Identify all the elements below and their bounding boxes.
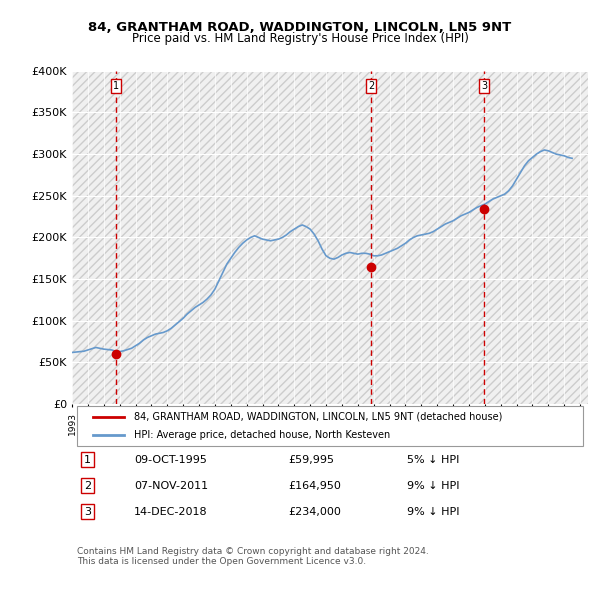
Text: 84, GRANTHAM ROAD, WADDINGTON, LINCOLN, LN5 9NT: 84, GRANTHAM ROAD, WADDINGTON, LINCOLN, …	[88, 21, 512, 34]
Text: 3: 3	[481, 81, 487, 91]
Text: 2: 2	[84, 481, 91, 491]
Text: £164,950: £164,950	[289, 481, 341, 491]
Text: 14-DEC-2018: 14-DEC-2018	[134, 507, 208, 516]
Text: Price paid vs. HM Land Registry's House Price Index (HPI): Price paid vs. HM Land Registry's House …	[131, 32, 469, 45]
Text: 07-NOV-2011: 07-NOV-2011	[134, 481, 208, 491]
Text: 1: 1	[84, 455, 91, 465]
Text: 9% ↓ HPI: 9% ↓ HPI	[407, 481, 460, 491]
Text: 84, GRANTHAM ROAD, WADDINGTON, LINCOLN, LN5 9NT (detached house): 84, GRANTHAM ROAD, WADDINGTON, LINCOLN, …	[134, 412, 502, 422]
Text: 5% ↓ HPI: 5% ↓ HPI	[407, 455, 460, 465]
Text: £234,000: £234,000	[289, 507, 341, 516]
Text: 3: 3	[84, 507, 91, 516]
Text: 09-OCT-1995: 09-OCT-1995	[134, 455, 207, 465]
Text: 1: 1	[113, 81, 119, 91]
Text: 2: 2	[368, 81, 374, 91]
Text: HPI: Average price, detached house, North Kesteven: HPI: Average price, detached house, Nort…	[134, 430, 390, 440]
Text: £59,995: £59,995	[289, 455, 335, 465]
FancyBboxPatch shape	[77, 407, 583, 447]
Text: Contains HM Land Registry data © Crown copyright and database right 2024.
This d: Contains HM Land Registry data © Crown c…	[77, 547, 429, 566]
Text: 9% ↓ HPI: 9% ↓ HPI	[407, 507, 460, 516]
